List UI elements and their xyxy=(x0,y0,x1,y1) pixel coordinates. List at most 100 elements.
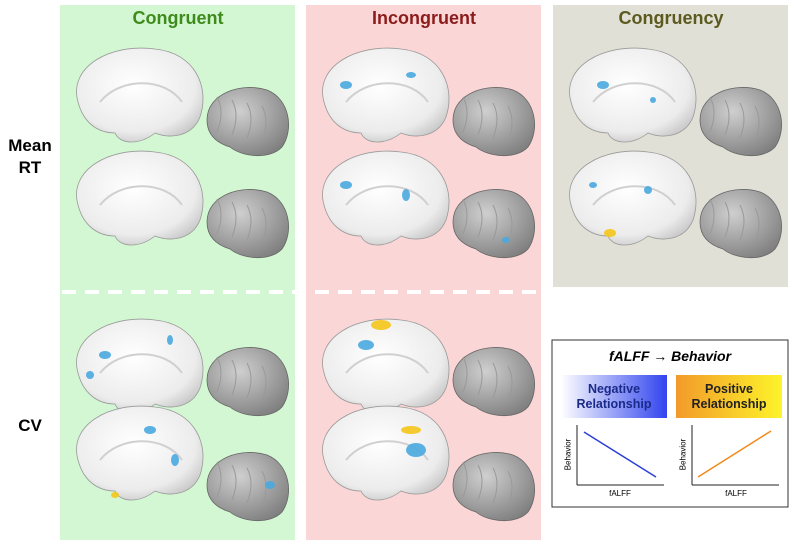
gyrus xyxy=(261,207,267,244)
x-axis-label: fALFF xyxy=(725,489,747,498)
gyrus xyxy=(507,105,513,142)
gyrus xyxy=(246,102,252,139)
gyrus xyxy=(216,198,222,235)
gyrus xyxy=(462,461,468,498)
gyrus xyxy=(709,198,715,235)
activation xyxy=(401,426,421,434)
activation xyxy=(86,371,94,379)
positive-line xyxy=(697,430,772,478)
negative-line xyxy=(583,431,657,478)
lateral-brain xyxy=(452,87,535,157)
legend-box xyxy=(551,339,789,508)
activation xyxy=(644,186,652,194)
medial-brain xyxy=(322,405,450,501)
activation xyxy=(502,237,510,243)
activation xyxy=(171,454,179,466)
lateral-brain xyxy=(452,189,535,259)
activation xyxy=(597,81,609,89)
negative-label: Negative Relationship xyxy=(576,382,652,411)
medial-brain xyxy=(322,150,450,246)
lateral-brain xyxy=(452,347,535,417)
medial-sulcus xyxy=(345,82,429,103)
y-axis-label: Behavior xyxy=(563,438,573,471)
lateral-brain xyxy=(699,87,782,157)
gyrus xyxy=(477,201,483,238)
gyrus xyxy=(754,207,760,244)
gyrus xyxy=(246,467,252,504)
activation xyxy=(406,72,416,78)
medial-brain xyxy=(76,405,204,501)
medial-brain xyxy=(322,318,450,414)
y-axis-label: Behavior xyxy=(678,438,688,471)
activation xyxy=(340,81,352,89)
gyrus xyxy=(231,201,237,238)
gyrus xyxy=(246,362,252,399)
x-axis-label: fALFF xyxy=(609,489,631,498)
column-title: Congruency xyxy=(618,8,724,28)
legend-title: fALFF → Behavior xyxy=(608,348,732,364)
lateral-brain xyxy=(206,87,289,157)
gyrus xyxy=(261,365,267,402)
activation xyxy=(604,229,616,237)
medial-sulcus xyxy=(592,185,676,206)
gyrus xyxy=(739,102,745,139)
gyrus xyxy=(462,96,468,133)
column-title: Congruent xyxy=(132,8,224,28)
medial-sulcus xyxy=(99,185,183,206)
medial-sulcus xyxy=(99,353,183,374)
positive-label: Positive Relationship xyxy=(691,382,767,411)
lateral-brain xyxy=(206,347,289,417)
activation xyxy=(402,189,410,201)
gyrus xyxy=(739,204,745,241)
gyrus xyxy=(216,356,222,393)
lateral-brain xyxy=(452,452,535,522)
medial-sulcus xyxy=(99,82,183,103)
row-label: CV xyxy=(18,416,42,435)
gyrus xyxy=(492,204,498,241)
gyrus xyxy=(492,362,498,399)
gyrus xyxy=(216,461,222,498)
row-label: Mean RT xyxy=(8,136,52,177)
gyrus xyxy=(231,359,237,396)
medial-brain xyxy=(322,47,450,143)
gyrus xyxy=(261,105,267,142)
gyrus xyxy=(462,198,468,235)
medial-brain xyxy=(76,150,204,246)
gyrus xyxy=(477,464,483,501)
activation xyxy=(99,351,111,359)
gyrus xyxy=(477,359,483,396)
gyrus xyxy=(477,99,483,136)
medial-brain xyxy=(569,47,697,143)
medial-sulcus xyxy=(345,353,429,374)
gyrus xyxy=(462,356,468,393)
medial-brain xyxy=(569,150,697,246)
negative-swatch xyxy=(561,375,667,418)
activation xyxy=(340,181,352,189)
gyrus xyxy=(709,96,715,133)
activation xyxy=(167,335,173,345)
gyrus xyxy=(724,201,730,238)
gyrus xyxy=(231,99,237,136)
activation xyxy=(650,97,656,103)
gyrus xyxy=(216,96,222,133)
gyrus xyxy=(492,102,498,139)
gyrus xyxy=(246,204,252,241)
gyrus xyxy=(231,464,237,501)
mini-axes xyxy=(576,425,779,486)
medial-sulcus xyxy=(345,185,429,206)
gyrus xyxy=(507,365,513,402)
medial-brain xyxy=(76,47,204,143)
activation xyxy=(371,320,391,330)
positive-swatch xyxy=(676,375,782,418)
column-title: Incongruent xyxy=(372,8,476,28)
activation xyxy=(144,426,156,434)
medial-brain xyxy=(76,318,204,414)
gyrus xyxy=(492,467,498,504)
activation xyxy=(358,340,374,350)
lateral-brain xyxy=(206,452,289,522)
medial-sulcus xyxy=(99,440,183,461)
gyrus xyxy=(724,99,730,136)
lateral-brain xyxy=(699,189,782,259)
